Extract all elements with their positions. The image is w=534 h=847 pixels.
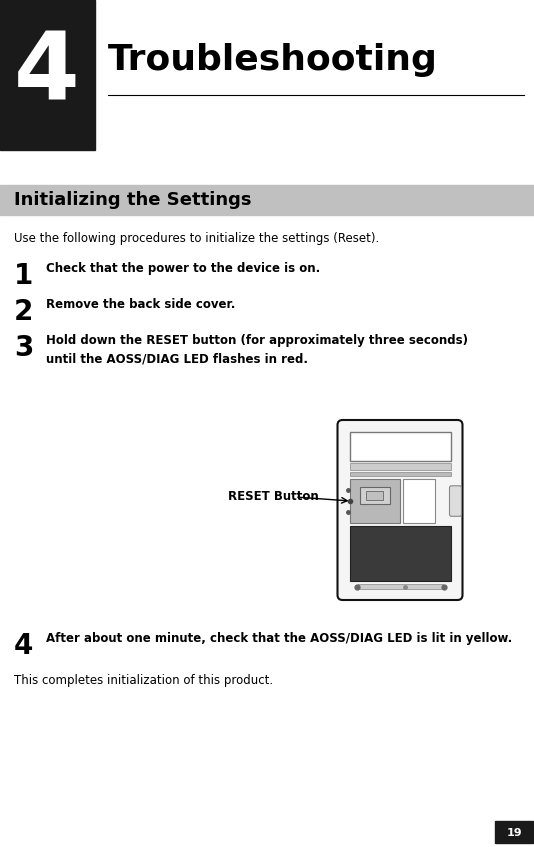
Bar — [359, 487, 390, 504]
Text: Troubleshooting: Troubleshooting — [108, 43, 438, 77]
Bar — [366, 491, 383, 500]
Text: RESET Button: RESET Button — [228, 490, 319, 503]
Text: 4: 4 — [14, 632, 33, 660]
Bar — [349, 432, 451, 461]
Text: This completes initialization of this product.: This completes initialization of this pr… — [14, 674, 273, 687]
Text: After about one minute, check that the AOSS/DIAG LED is lit in yellow.: After about one minute, check that the A… — [46, 632, 512, 645]
Bar — [349, 479, 400, 523]
Text: 19: 19 — [506, 828, 522, 838]
Text: 1: 1 — [14, 262, 33, 290]
Bar — [349, 526, 451, 580]
Bar — [403, 479, 435, 523]
Text: Check that the power to the device is on.: Check that the power to the device is on… — [46, 262, 320, 275]
Bar — [349, 472, 451, 476]
Text: Initializing the Settings: Initializing the Settings — [14, 191, 252, 209]
FancyBboxPatch shape — [450, 486, 461, 517]
Text: Use the following procedures to initialize the settings (Reset).: Use the following procedures to initiali… — [14, 232, 379, 245]
Text: 3: 3 — [14, 334, 33, 362]
Bar — [0, 185, 534, 215]
Text: 2: 2 — [14, 298, 33, 326]
Text: Remove the back side cover.: Remove the back side cover. — [46, 298, 235, 311]
Text: Hold down the RESET button (for approximately three seconds)
until the AOSS/DIAG: Hold down the RESET button (for approxim… — [46, 334, 468, 366]
Bar — [357, 584, 443, 589]
Bar — [495, 821, 533, 843]
Bar — [349, 463, 451, 470]
Text: 4: 4 — [14, 29, 80, 121]
FancyBboxPatch shape — [337, 420, 462, 600]
Bar — [0, 0, 95, 150]
